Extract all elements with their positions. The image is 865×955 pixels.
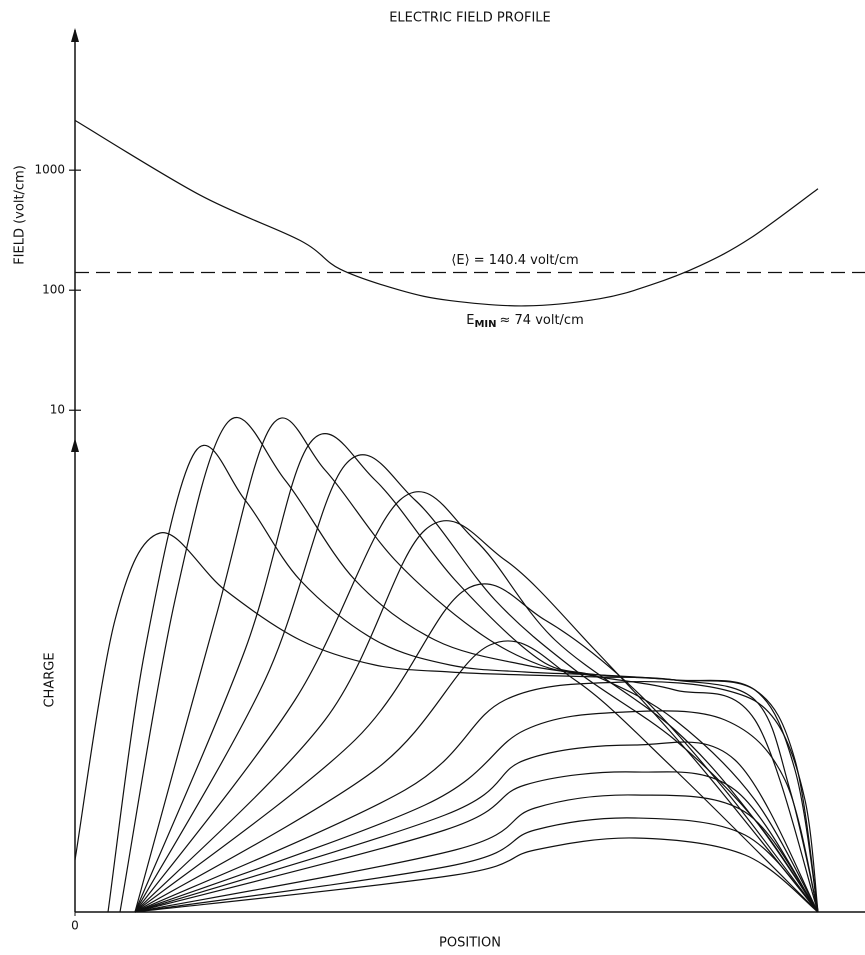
curve [134,817,819,913]
curve [134,583,819,913]
curve [107,444,819,913]
curve [119,417,819,913]
x-tick-label: 0 [71,919,79,933]
min-field-symbol: E [466,312,474,327]
curve [134,520,819,913]
curve [134,771,819,913]
chart-title: ELECTRIC FIELD PROFILE [389,11,551,26]
axis-arrow [71,438,79,452]
y-tick-label: 100 [42,283,65,297]
curve [74,119,819,307]
curve [134,710,819,913]
y-axis-label: FIELD (volt/cm) [13,165,28,265]
curve [134,794,819,913]
min-field-label: EMIN ≈ 74 volt/cm [466,312,584,330]
axis-arrow [71,28,79,42]
curve [134,433,819,913]
y-tick-label: 1000 [34,163,65,177]
min-field-text: ≈ 74 volt/cm [500,312,584,327]
y-tick-label: 10 [50,403,65,417]
curve [74,532,819,913]
min-field-subscript: MIN [474,319,496,330]
curve [134,454,819,913]
curve [134,491,819,913]
curve [134,680,819,913]
x-axis-label: POSITION [439,936,501,951]
mean-field-label: ⟨E⟩ = 140.4 volt/cm [451,253,578,268]
curve [134,837,819,913]
curve [134,417,819,913]
y-axis-label: CHARGE [43,652,58,707]
curve [134,640,819,913]
curve [134,741,819,913]
